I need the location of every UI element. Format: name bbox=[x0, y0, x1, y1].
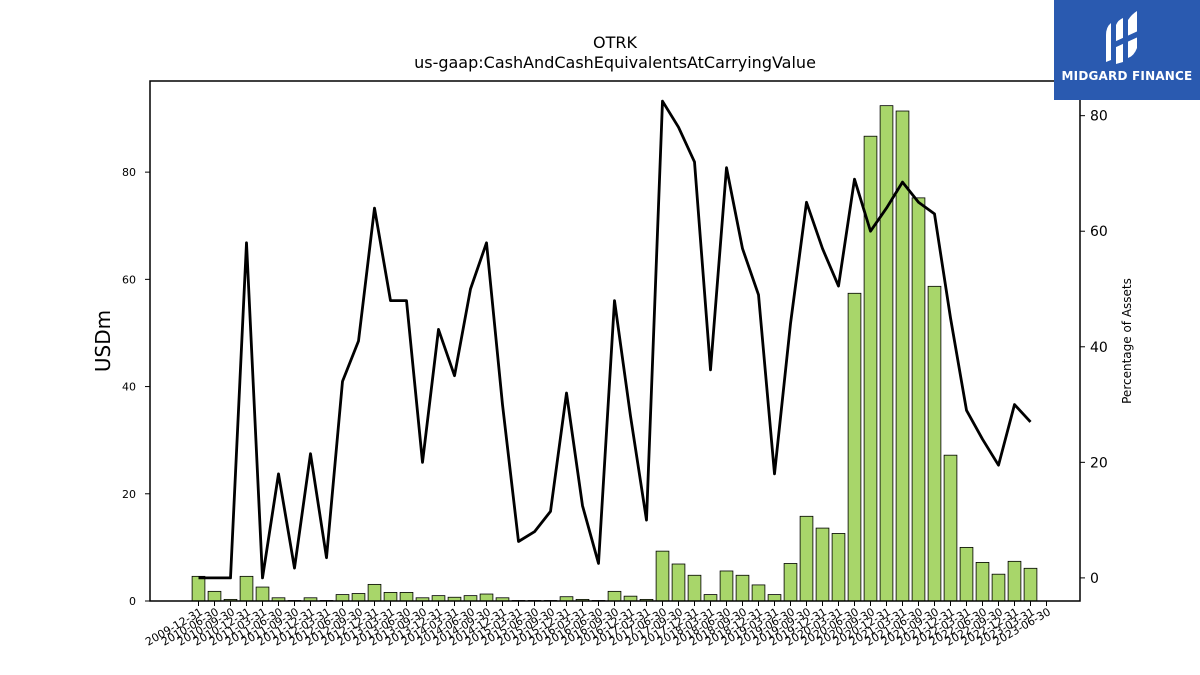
y2-tick-label: 20 bbox=[1090, 455, 1108, 471]
y-tick-label: 40 bbox=[122, 381, 136, 394]
bar bbox=[943, 454, 958, 602]
bar bbox=[959, 546, 974, 602]
logo-text: MIDGARD FINANCE bbox=[1061, 69, 1193, 83]
percentage-line bbox=[198, 99, 1032, 580]
bar bbox=[367, 583, 382, 602]
bar bbox=[703, 594, 718, 602]
line-layer bbox=[198, 99, 1032, 580]
bar bbox=[783, 563, 798, 602]
y2-tick-label: 40 bbox=[1090, 340, 1108, 356]
bar bbox=[255, 586, 270, 602]
bar bbox=[719, 570, 734, 602]
bar bbox=[607, 590, 622, 602]
y-tick-label: 0 bbox=[129, 595, 136, 608]
bar bbox=[1007, 560, 1022, 602]
bar bbox=[383, 592, 398, 602]
bar bbox=[735, 574, 750, 602]
bar bbox=[239, 575, 254, 602]
bar bbox=[335, 594, 350, 602]
logo-mark-icon bbox=[1106, 11, 1138, 64]
bar bbox=[863, 135, 878, 602]
bar bbox=[799, 515, 814, 602]
bar bbox=[463, 595, 478, 602]
bar bbox=[655, 550, 670, 602]
bar bbox=[687, 574, 702, 602]
bar bbox=[751, 584, 766, 602]
bar bbox=[479, 593, 494, 602]
bar bbox=[911, 197, 926, 602]
y2-tick-label: 0 bbox=[1090, 571, 1099, 587]
chart-title: OTRK bbox=[593, 33, 637, 52]
bar bbox=[927, 285, 942, 602]
ticks-layer: 0204060800204060802009-12-312010-06-3020… bbox=[122, 109, 1108, 649]
y-tick-label: 60 bbox=[122, 273, 136, 286]
bar bbox=[991, 573, 1006, 602]
y-axis-label: USDm bbox=[91, 310, 115, 372]
y2-tick-label: 60 bbox=[1090, 224, 1108, 240]
bar bbox=[431, 595, 446, 602]
midgard-finance-logo: MIDGARD FINANCE bbox=[1054, 0, 1200, 100]
bar bbox=[1023, 567, 1038, 602]
bar bbox=[399, 592, 414, 602]
bar bbox=[815, 527, 830, 602]
bar bbox=[831, 533, 846, 602]
y2-tick-label: 80 bbox=[1090, 109, 1108, 125]
y-tick-label: 80 bbox=[122, 166, 136, 179]
bar bbox=[351, 593, 366, 602]
y-tick-label: 20 bbox=[122, 488, 136, 501]
bar bbox=[767, 594, 782, 602]
bars-layer bbox=[191, 105, 1038, 602]
chart-subtitle: us-gaap:CashAndCashEquivalentsAtCarrying… bbox=[414, 53, 816, 72]
bar bbox=[847, 292, 862, 602]
bar bbox=[671, 563, 686, 602]
bar bbox=[975, 562, 990, 602]
y2-axis-label: Percentage of Assets bbox=[1120, 278, 1134, 404]
bar bbox=[191, 575, 206, 602]
bar bbox=[879, 105, 894, 602]
bar bbox=[207, 590, 222, 602]
